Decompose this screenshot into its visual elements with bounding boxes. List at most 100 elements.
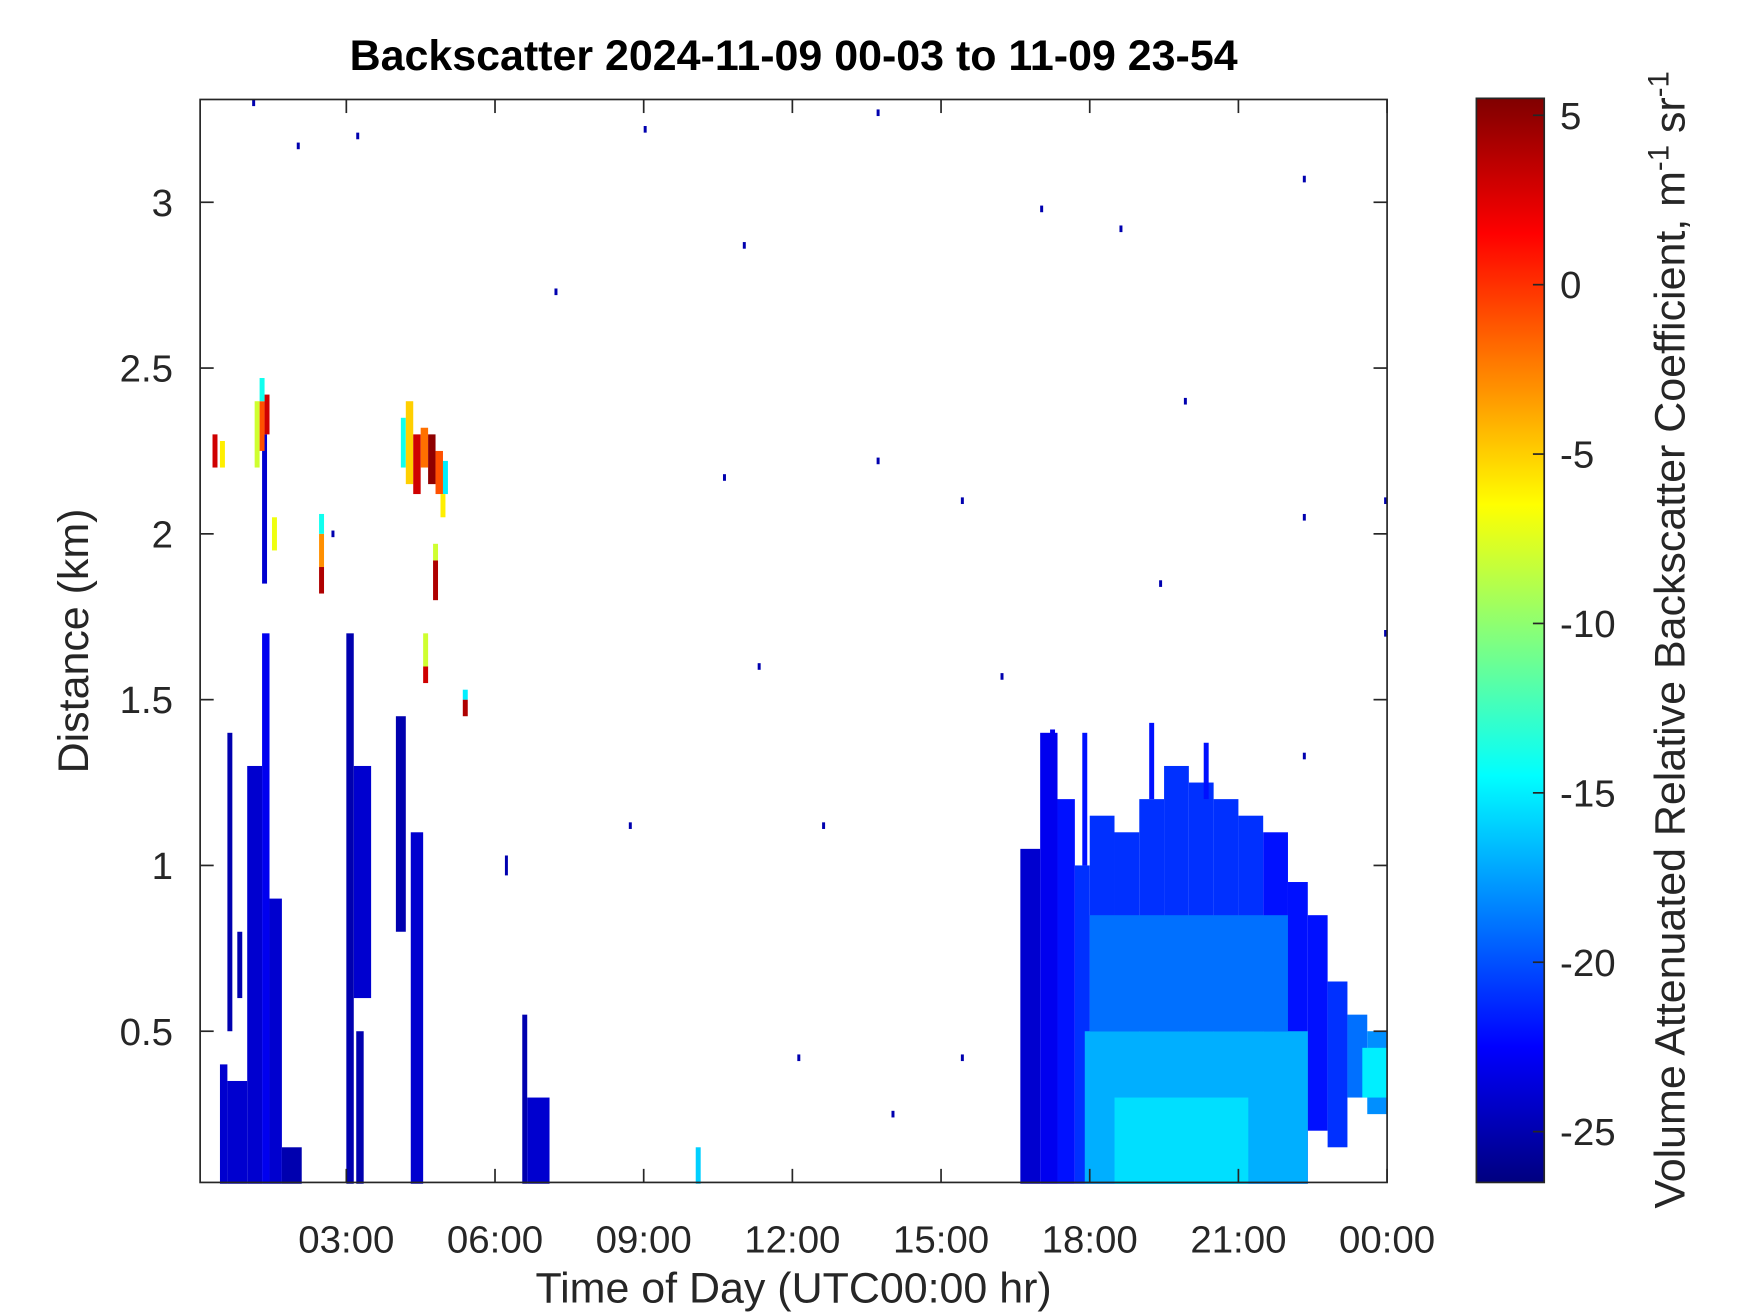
y-tick-label: 3 (152, 182, 173, 225)
heat-cell (269, 898, 282, 1184)
heat-cell (296, 142, 300, 150)
heat-cell (797, 1054, 801, 1062)
heat-cell (1114, 1097, 1249, 1184)
heat-cell (227, 1080, 248, 1184)
x-tick-label: 06:00 (447, 1219, 543, 1262)
heat-cell (319, 513, 325, 534)
colorbar-label-text: Volume Attenuated Relative Backscatter C… (1646, 171, 1694, 1208)
heat-cell (876, 109, 880, 117)
heat-cell (259, 378, 265, 402)
heat-cell (504, 855, 508, 876)
heat-cell (1082, 732, 1088, 866)
heat-cell (1040, 732, 1058, 1184)
y-tick-label: 0.5 (120, 1011, 173, 1054)
plot-frame (199, 98, 1388, 1184)
heat-cell (643, 126, 647, 133)
heat-cell (757, 663, 761, 670)
colorbar-tick-label: -10 (1560, 603, 1616, 646)
heat-cell (742, 242, 746, 249)
x-tick-label: 18:00 (1042, 1219, 1138, 1262)
heat-cell (1203, 742, 1209, 800)
heat-cell (319, 533, 325, 568)
heat-cell (1057, 799, 1075, 1184)
heat-cell (428, 434, 436, 485)
heat-cell (1302, 513, 1306, 521)
heat-cell (1050, 729, 1056, 800)
colorbar-tick-label: 0 (1560, 264, 1581, 307)
heat-cell (1000, 673, 1004, 680)
heat-cell (695, 1147, 701, 1184)
heat-cell (1149, 722, 1155, 800)
heat-cell (262, 434, 268, 584)
heat-cell (891, 1110, 895, 1118)
heat-cell (1362, 1047, 1388, 1098)
heat-cell (433, 543, 439, 561)
heat-cell (822, 822, 826, 829)
heat-cell (876, 457, 880, 465)
y-tick-label: 1 (152, 845, 173, 888)
heat-cell (319, 567, 325, 594)
y-tick-label: 1.5 (120, 679, 173, 722)
heat-cell (356, 1031, 364, 1184)
heat-cell (1302, 175, 1306, 183)
colorbar-label-sup: -1 (1643, 145, 1676, 171)
y-tick-label: 2 (152, 513, 173, 556)
heat-cell (1347, 1014, 1368, 1098)
heat-cell (395, 716, 406, 932)
heat-cell (462, 689, 468, 700)
y-tick-label: 2.5 (120, 348, 173, 391)
heatmap (212, 99, 1388, 1184)
x-tick-label: 15:00 (893, 1219, 989, 1262)
colorbar (1475, 97, 1546, 1184)
heat-cell (554, 288, 558, 296)
heat-cell (420, 427, 429, 468)
heat-cell (405, 401, 414, 485)
heat-cell (1020, 848, 1041, 1184)
heat-cell (440, 494, 446, 518)
x-tick-label: 00:00 (1339, 1219, 1435, 1262)
heat-cell (1307, 915, 1328, 1131)
heat-cell (1040, 205, 1044, 213)
heat-cell (346, 633, 354, 1184)
heat-cell (281, 1147, 302, 1184)
heat-cell (1119, 225, 1123, 233)
heat-cell (356, 132, 360, 140)
heat-cell (722, 474, 726, 481)
colorbar-tick-label: -20 (1560, 942, 1616, 985)
heat-cell (442, 460, 448, 495)
heat-cell (423, 633, 429, 667)
heat-cell (262, 633, 270, 1184)
heat-cell (259, 401, 265, 451)
heat-cell (237, 931, 243, 999)
heat-cell (522, 1014, 528, 1184)
colorbar-label-sup: -1 (1643, 71, 1676, 97)
heat-cell (433, 560, 439, 601)
heat-cell (271, 517, 277, 551)
x-tick-label: 09:00 (596, 1219, 692, 1262)
colorbar-tick-label: -15 (1560, 772, 1616, 815)
colorbar-tick-label: -25 (1560, 1111, 1616, 1154)
heat-cell (1327, 981, 1348, 1148)
x-tick-label: 03:00 (298, 1219, 394, 1262)
x-axis-label: Time of Day (UTC00:00 hr) (536, 1264, 1052, 1312)
colorbar-label: Volume Attenuated Relative Backscatter C… (1643, 71, 1695, 1208)
heat-cell (410, 832, 424, 1184)
heat-cell (1302, 752, 1306, 760)
heat-cell (527, 1097, 550, 1184)
heat-cell (227, 732, 233, 1032)
heat-cell (254, 401, 260, 468)
x-tick-label: 21:00 (1190, 1219, 1286, 1262)
heat-cell (331, 530, 335, 538)
heat-cell (462, 699, 468, 717)
heat-cell (219, 441, 225, 468)
y-axis-label: Distance (km) (50, 509, 98, 774)
heat-cell (960, 1054, 964, 1062)
x-tick-label: 12:00 (744, 1219, 840, 1262)
heat-cell (435, 450, 443, 495)
heat-cell (1089, 915, 1288, 1032)
heat-cell (212, 434, 218, 468)
heat-cell (252, 99, 256, 107)
heat-cell (400, 417, 406, 468)
heat-cell (264, 394, 270, 435)
